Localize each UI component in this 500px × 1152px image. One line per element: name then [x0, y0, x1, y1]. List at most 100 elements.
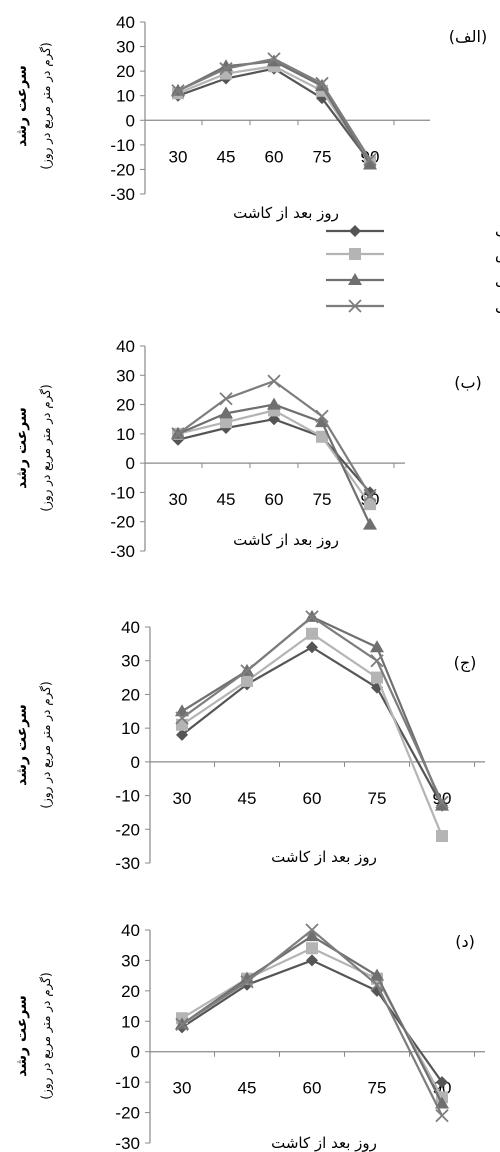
- x-tick-label: 75: [313, 490, 332, 509]
- series-line: [181, 947, 443, 1098]
- data-point: [175, 1017, 189, 1031]
- data-point: [240, 664, 254, 678]
- y-tick-label: 0: [126, 111, 135, 130]
- data-point: [219, 406, 233, 419]
- data-point: [364, 498, 376, 511]
- data-point: [219, 392, 233, 406]
- y-tick-label: -10: [110, 483, 135, 502]
- data-point: [363, 152, 377, 167]
- y-tick-label: 10: [116, 425, 135, 444]
- y-tick-label: 20: [116, 396, 135, 415]
- y-tick-label: -30: [110, 542, 135, 561]
- data-point: [363, 488, 377, 502]
- y-tick-label: 30: [121, 652, 140, 671]
- y-tick-label: 40: [116, 13, 135, 32]
- y-tick-label: 40: [116, 337, 135, 356]
- data-point: [240, 971, 254, 984]
- y-tick-label: 30: [121, 951, 140, 970]
- y-tick-label: 40: [121, 618, 140, 637]
- y-tick-label: 10: [121, 1012, 140, 1031]
- x-tick-label: 45: [217, 147, 236, 166]
- panel-label: (ب): [454, 373, 482, 392]
- data-point: [306, 641, 318, 654]
- legend: عدم مصرف پخش نواری محلولپاشی: [326, 222, 500, 316]
- legend-label: محلولپاشی: [495, 297, 500, 316]
- series-line: [181, 645, 443, 807]
- y-tick-label: -10: [115, 787, 140, 806]
- data-point: [305, 929, 319, 942]
- data-point: [219, 62, 233, 76]
- series-line: [177, 418, 371, 494]
- data-point: [171, 84, 185, 98]
- x-tick-label: 75: [368, 1079, 387, 1098]
- x-tick-label: 30: [173, 1079, 192, 1098]
- x-tick-label: 30: [173, 789, 192, 808]
- x-tick-label: 60: [265, 147, 284, 166]
- data-point: [176, 728, 188, 741]
- data-point: [267, 374, 281, 388]
- y-tick-label: 10: [121, 719, 140, 738]
- legend-marker: [349, 225, 361, 237]
- data-point: [370, 978, 384, 992]
- data-point: [267, 52, 281, 66]
- data-point: [363, 157, 377, 170]
- y-tick-label: 10: [116, 87, 135, 106]
- data-point: [436, 1076, 448, 1089]
- data-point: [171, 427, 185, 441]
- y-axis-unit: (گرم در متر مربع در روز): [39, 681, 54, 808]
- y-tick-label: 30: [116, 366, 135, 385]
- data-point: [175, 711, 189, 725]
- y-axis-title: سرعت رشد: [14, 995, 30, 1077]
- x-tick-label: 75: [313, 147, 332, 166]
- panel-label: (د): [455, 932, 475, 951]
- data-point: [315, 76, 329, 91]
- y-axis-title: سرعت رشد: [14, 704, 30, 786]
- y-tick-label: -20: [110, 160, 135, 179]
- legend-marker: [348, 299, 362, 313]
- data-point: [315, 409, 329, 423]
- y-axis-title: سرعت رشد: [14, 407, 30, 489]
- y-axis-unit: (گرم در متر مربع در روز): [39, 972, 54, 1099]
- panel-label: (الف): [449, 27, 487, 46]
- data-point: [241, 674, 253, 687]
- x-axis-title: روز بعد از کاشت: [233, 531, 339, 549]
- panel-label: (ج): [454, 653, 477, 673]
- legend-label: پخش: [495, 245, 500, 264]
- legend-marker: [348, 273, 362, 285]
- x-tick-label: 60: [303, 789, 322, 808]
- x-tick-label: 45: [217, 490, 236, 509]
- data-point: [306, 954, 318, 967]
- y-tick-label: 0: [131, 753, 140, 772]
- x-tick-label: 30: [169, 490, 188, 509]
- data-point: [370, 968, 384, 981]
- data-point: [306, 627, 318, 640]
- y-tick-label: 20: [121, 685, 140, 704]
- y-tick-label: -20: [110, 513, 135, 532]
- y-tick-label: -10: [110, 136, 135, 155]
- y-tick-label: 20: [116, 62, 135, 81]
- data-point: [435, 795, 449, 809]
- y-axis-unit: (گرم در متر مربع در روز): [39, 384, 54, 511]
- y-tick-label: -20: [115, 820, 140, 839]
- data-point: [436, 830, 448, 843]
- data-point: [370, 654, 384, 668]
- data-point: [435, 1096, 449, 1109]
- data-point: [363, 517, 377, 530]
- data-point: [370, 640, 384, 653]
- data-point: [220, 416, 232, 429]
- x-tick-label: 45: [238, 789, 257, 808]
- x-axis-title: روز بعد از کاشت: [233, 204, 339, 222]
- data-point: [435, 1108, 449, 1123]
- data-point: [371, 671, 383, 684]
- data-point: [305, 610, 319, 624]
- x-tick-label: 60: [265, 490, 284, 509]
- x-axis-title: روز بعد از کاشت: [271, 1134, 377, 1152]
- y-tick-label: -30: [115, 1134, 140, 1152]
- legend-marker: [349, 248, 361, 260]
- data-point: [305, 923, 319, 937]
- x-tick-label: 60: [303, 1079, 322, 1098]
